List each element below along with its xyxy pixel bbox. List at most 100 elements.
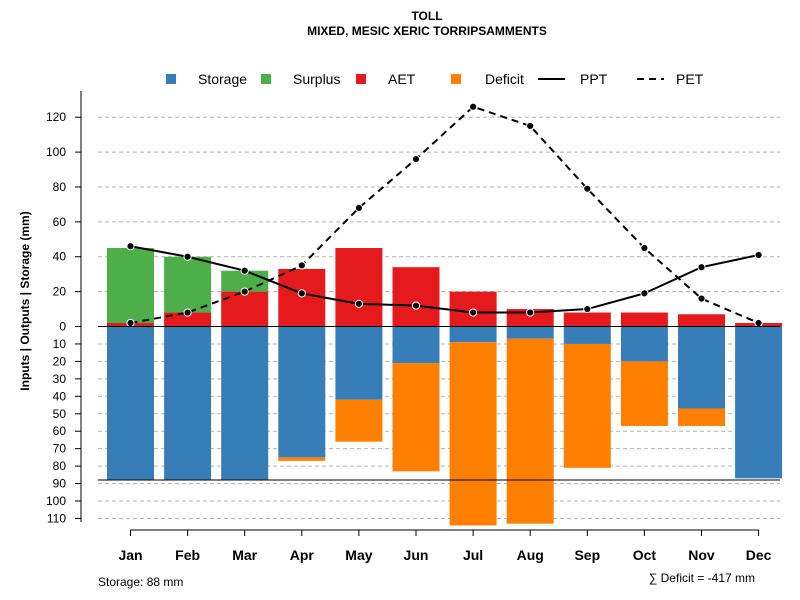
pet-point (640, 243, 649, 253)
axes: 0 20 40 60 80 100 120 10 20 30 40 50 60 70 80 90 100 110 J… (46, 91, 780, 563)
pet-point (354, 203, 363, 213)
y-tick-label: 20 (53, 285, 67, 299)
deficit-bar (335, 399, 383, 442)
ppt-point (240, 266, 249, 275)
storage-bar (506, 326, 554, 339)
aet-bar (335, 248, 383, 327)
gridlines (98, 116, 780, 519)
legend-label: Surplus (293, 71, 340, 87)
storage-bar (620, 326, 668, 362)
pet-line (130, 105, 759, 324)
deficit-bar (678, 408, 725, 426)
storage-note: Storage: 88 mm (98, 575, 183, 589)
bars (107, 248, 783, 526)
y-tick-label: 20 (53, 354, 67, 368)
deficit-bar (620, 361, 668, 426)
y-tick-label: 50 (53, 407, 67, 421)
legend-label: PET (676, 71, 704, 87)
y-tick-label: 120 (46, 110, 66, 124)
aet-bar (620, 312, 668, 327)
pet-point (126, 318, 135, 328)
surplus-bar (164, 256, 212, 313)
x-tick-label: Apr (290, 547, 315, 563)
pet-point (240, 287, 249, 296)
ppt-point (469, 308, 478, 317)
deficit-bar (449, 342, 497, 526)
aet-bar (164, 312, 212, 327)
chart-subtitle: MIXED, MESIC XERIC TORRIPSAMMENTS (307, 24, 547, 38)
storage-bar (107, 326, 154, 481)
y-tick-label: 60 (53, 215, 67, 229)
storage-bar (164, 326, 212, 481)
legend-label: PPT (580, 71, 608, 87)
deficit-bar (392, 363, 440, 472)
y-axis-label: Inputs | Outputs | Storage (mm) (18, 211, 32, 390)
deficit-note: ∑ Deficit = -417 mm (649, 571, 755, 585)
x-tick-label: Jan (118, 547, 142, 563)
legend-swatch-surplus (261, 74, 271, 84)
x-tick-label: Aug (517, 547, 544, 563)
legend-label: AET (388, 71, 416, 87)
x-tick-label: Dec (746, 547, 772, 563)
storage-bar (278, 326, 326, 458)
x-tick-label: May (345, 547, 372, 563)
deficit-bar (506, 338, 554, 524)
pet-point (754, 318, 763, 328)
pet-point (469, 102, 478, 111)
pet-point (297, 261, 306, 270)
legend-label: Storage (198, 71, 247, 87)
x-tick-label: Feb (175, 547, 200, 563)
storage-bar (678, 326, 725, 409)
deficit-bar (563, 343, 611, 468)
x-tick-label: Mar (232, 547, 257, 563)
y-tick-label: 0 (59, 320, 66, 334)
storage-bar (735, 326, 783, 479)
aet-bar (278, 268, 326, 327)
ppt-point (354, 299, 363, 308)
storage-bar (563, 326, 611, 344)
surplus-bar (107, 248, 154, 324)
x-tick-label: Sep (574, 547, 600, 563)
ppt-point (583, 304, 592, 314)
ppt-point (526, 308, 535, 317)
legend-swatch-aet (356, 74, 366, 84)
ppt-point (754, 250, 763, 260)
ppt-point (640, 289, 649, 298)
aet-bar (392, 267, 440, 327)
legend-swatch-deficit (451, 74, 461, 84)
y-tick-label: 80 (53, 180, 67, 194)
x-tick-label: Jun (404, 547, 429, 563)
y-tick-label: 110 (47, 511, 66, 525)
x-tick-label: Oct (633, 547, 657, 563)
storage-bar (335, 326, 383, 400)
legend-label: Deficit (485, 71, 524, 87)
y-tick-label: 30 (53, 372, 67, 386)
pet-point (697, 294, 706, 303)
y-tick-label: 60 (53, 424, 67, 438)
pet-point (411, 154, 421, 164)
storage-bar (392, 326, 440, 364)
ppt-line (130, 245, 759, 314)
pet-point (183, 308, 192, 317)
storage-bar (221, 326, 269, 481)
y-tick-label: 10 (53, 337, 67, 351)
y-tick-label: 90 (53, 477, 67, 491)
pet-point (526, 121, 535, 131)
y-tick-label: 100 (46, 494, 66, 508)
storage-bar (449, 326, 497, 343)
ppt-point (297, 289, 306, 298)
pet-point (583, 184, 592, 193)
y-tick-label: 70 (53, 442, 67, 456)
chart-title: TOLL (411, 9, 442, 23)
y-tick-label: 80 (53, 459, 67, 473)
legend-swatch-storage (166, 74, 176, 84)
x-tick-label: Nov (688, 547, 715, 563)
deficit-bar (278, 457, 326, 461)
legend: Storage Surplus AET Deficit PPT PET (166, 71, 704, 87)
aet-bar (678, 314, 725, 327)
aet-bar (563, 312, 611, 327)
ppt-point (411, 301, 421, 310)
ppt-point (126, 242, 135, 251)
y-tick-label: 100 (46, 145, 66, 159)
